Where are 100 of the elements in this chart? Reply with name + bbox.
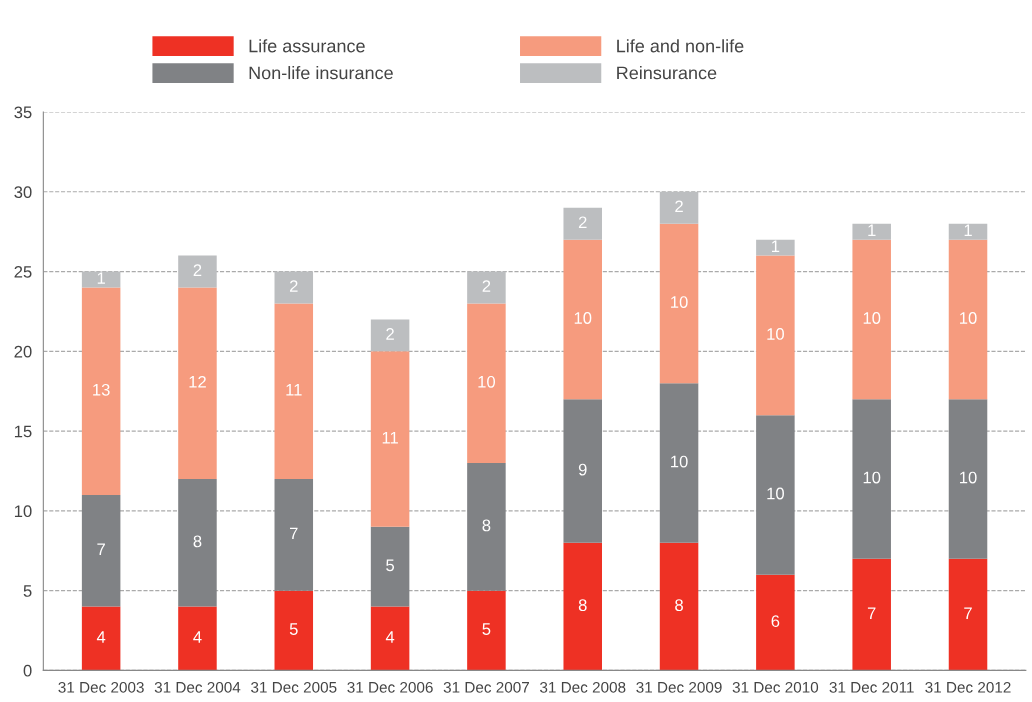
data-label: 7 (97, 543, 105, 556)
x-tick-label: 31 Dec 2003 (58, 681, 144, 693)
legend-label: Life and non-life (617, 39, 744, 53)
data-label: 10 (960, 471, 977, 484)
bar (659, 223, 699, 384)
y-tick-label: 15 (14, 425, 32, 438)
bar (178, 606, 217, 671)
bar (467, 590, 506, 671)
bar (81, 494, 121, 607)
data-label: 2 (193, 264, 202, 276)
bar (756, 255, 795, 416)
data-label: 10 (960, 312, 977, 324)
data-label: 4 (96, 631, 106, 643)
data-label: 1 (772, 240, 780, 252)
bar (370, 319, 410, 352)
bar (852, 239, 891, 400)
data-label: 8 (193, 535, 202, 548)
data-label: 1 (868, 224, 876, 236)
y-tick-label: 0 (23, 664, 32, 677)
x-tick-label: 31 Dec 2009 (636, 681, 722, 693)
x-tick-label: 31 Dec 2010 (732, 681, 819, 693)
data-label: 11 (286, 384, 302, 396)
bar (563, 239, 602, 400)
data-label: 2 (482, 280, 491, 292)
bar (178, 255, 217, 288)
bar (81, 271, 121, 288)
bar (81, 287, 121, 495)
y-tick-label: 10 (14, 505, 32, 518)
x-tick-label: 31 Dec 2004 (154, 681, 241, 693)
bar (370, 526, 410, 607)
bar (756, 574, 795, 671)
data-label: 4 (385, 631, 395, 643)
bar (659, 542, 699, 671)
bar (659, 383, 699, 543)
data-label: 13 (93, 383, 110, 396)
data-label: 2 (289, 280, 298, 292)
bar (852, 558, 891, 671)
y-tick-label: 5 (23, 585, 32, 597)
bar (274, 590, 314, 671)
bar (756, 415, 795, 575)
x-tick-label: 31 Dec 2011 (829, 681, 914, 693)
bar (852, 399, 891, 559)
data-label: 5 (386, 559, 395, 572)
data-label: 10 (478, 375, 496, 388)
data-label: 5 (482, 623, 491, 635)
bar (948, 239, 988, 400)
data-label: 10 (767, 328, 784, 340)
x-tick-label: 31 Dec 2005 (251, 681, 337, 693)
legend-label: Non-life insurance (249, 66, 393, 80)
data-label: 2 (675, 200, 683, 213)
bar (948, 223, 988, 240)
bar (467, 271, 506, 304)
x-tick-label: 31 Dec 2007 (443, 681, 529, 693)
bar (178, 287, 217, 479)
data-label: 12 (189, 375, 206, 388)
y-tick-label: 35 (14, 106, 32, 119)
bar (81, 606, 121, 671)
x-tick-label: 31 Dec 2008 (540, 681, 626, 693)
data-label: 7 (964, 607, 972, 619)
bar (563, 399, 602, 543)
bar (274, 303, 314, 479)
data-label: 10 (767, 487, 784, 500)
bar (274, 271, 314, 304)
data-label: 7 (867, 607, 876, 619)
data-label: 5 (289, 623, 298, 635)
x-tick-label: 31 Dec 2006 (347, 681, 433, 693)
data-label: 10 (671, 296, 688, 308)
bar (948, 399, 988, 559)
bar (467, 303, 506, 464)
legend-label: Reinsurance (617, 66, 717, 80)
bar (756, 239, 795, 256)
x-tick-label: 31 Dec 2012 (925, 681, 1011, 693)
data-label: 10 (863, 471, 881, 484)
data-label: 2 (578, 216, 587, 229)
data-label: 2 (386, 328, 394, 340)
data-label: 4 (193, 631, 202, 643)
data-label: 6 (771, 615, 780, 628)
data-label: 8 (578, 599, 587, 612)
data-label: 9 (578, 463, 587, 476)
data-label: 8 (675, 599, 683, 612)
bar (659, 191, 699, 224)
data-label: 11 (382, 431, 398, 444)
bar (370, 606, 410, 671)
bar (852, 223, 891, 240)
data-label: 10 (671, 455, 688, 468)
data-label: 7 (290, 527, 298, 540)
bar (948, 558, 988, 671)
data-label: 1 (964, 224, 972, 236)
bar (274, 478, 314, 591)
bar (370, 351, 410, 527)
y-tick-label: 30 (14, 186, 32, 199)
bar (178, 478, 217, 607)
legend-label: Life assurance (249, 39, 365, 53)
data-label: 10 (574, 312, 592, 324)
data-label: 1 (97, 272, 105, 284)
bar (563, 542, 602, 671)
bar (467, 463, 506, 591)
data-label: 8 (482, 519, 491, 532)
y-tick-label: 20 (14, 345, 32, 358)
data-label: 10 (863, 312, 881, 324)
